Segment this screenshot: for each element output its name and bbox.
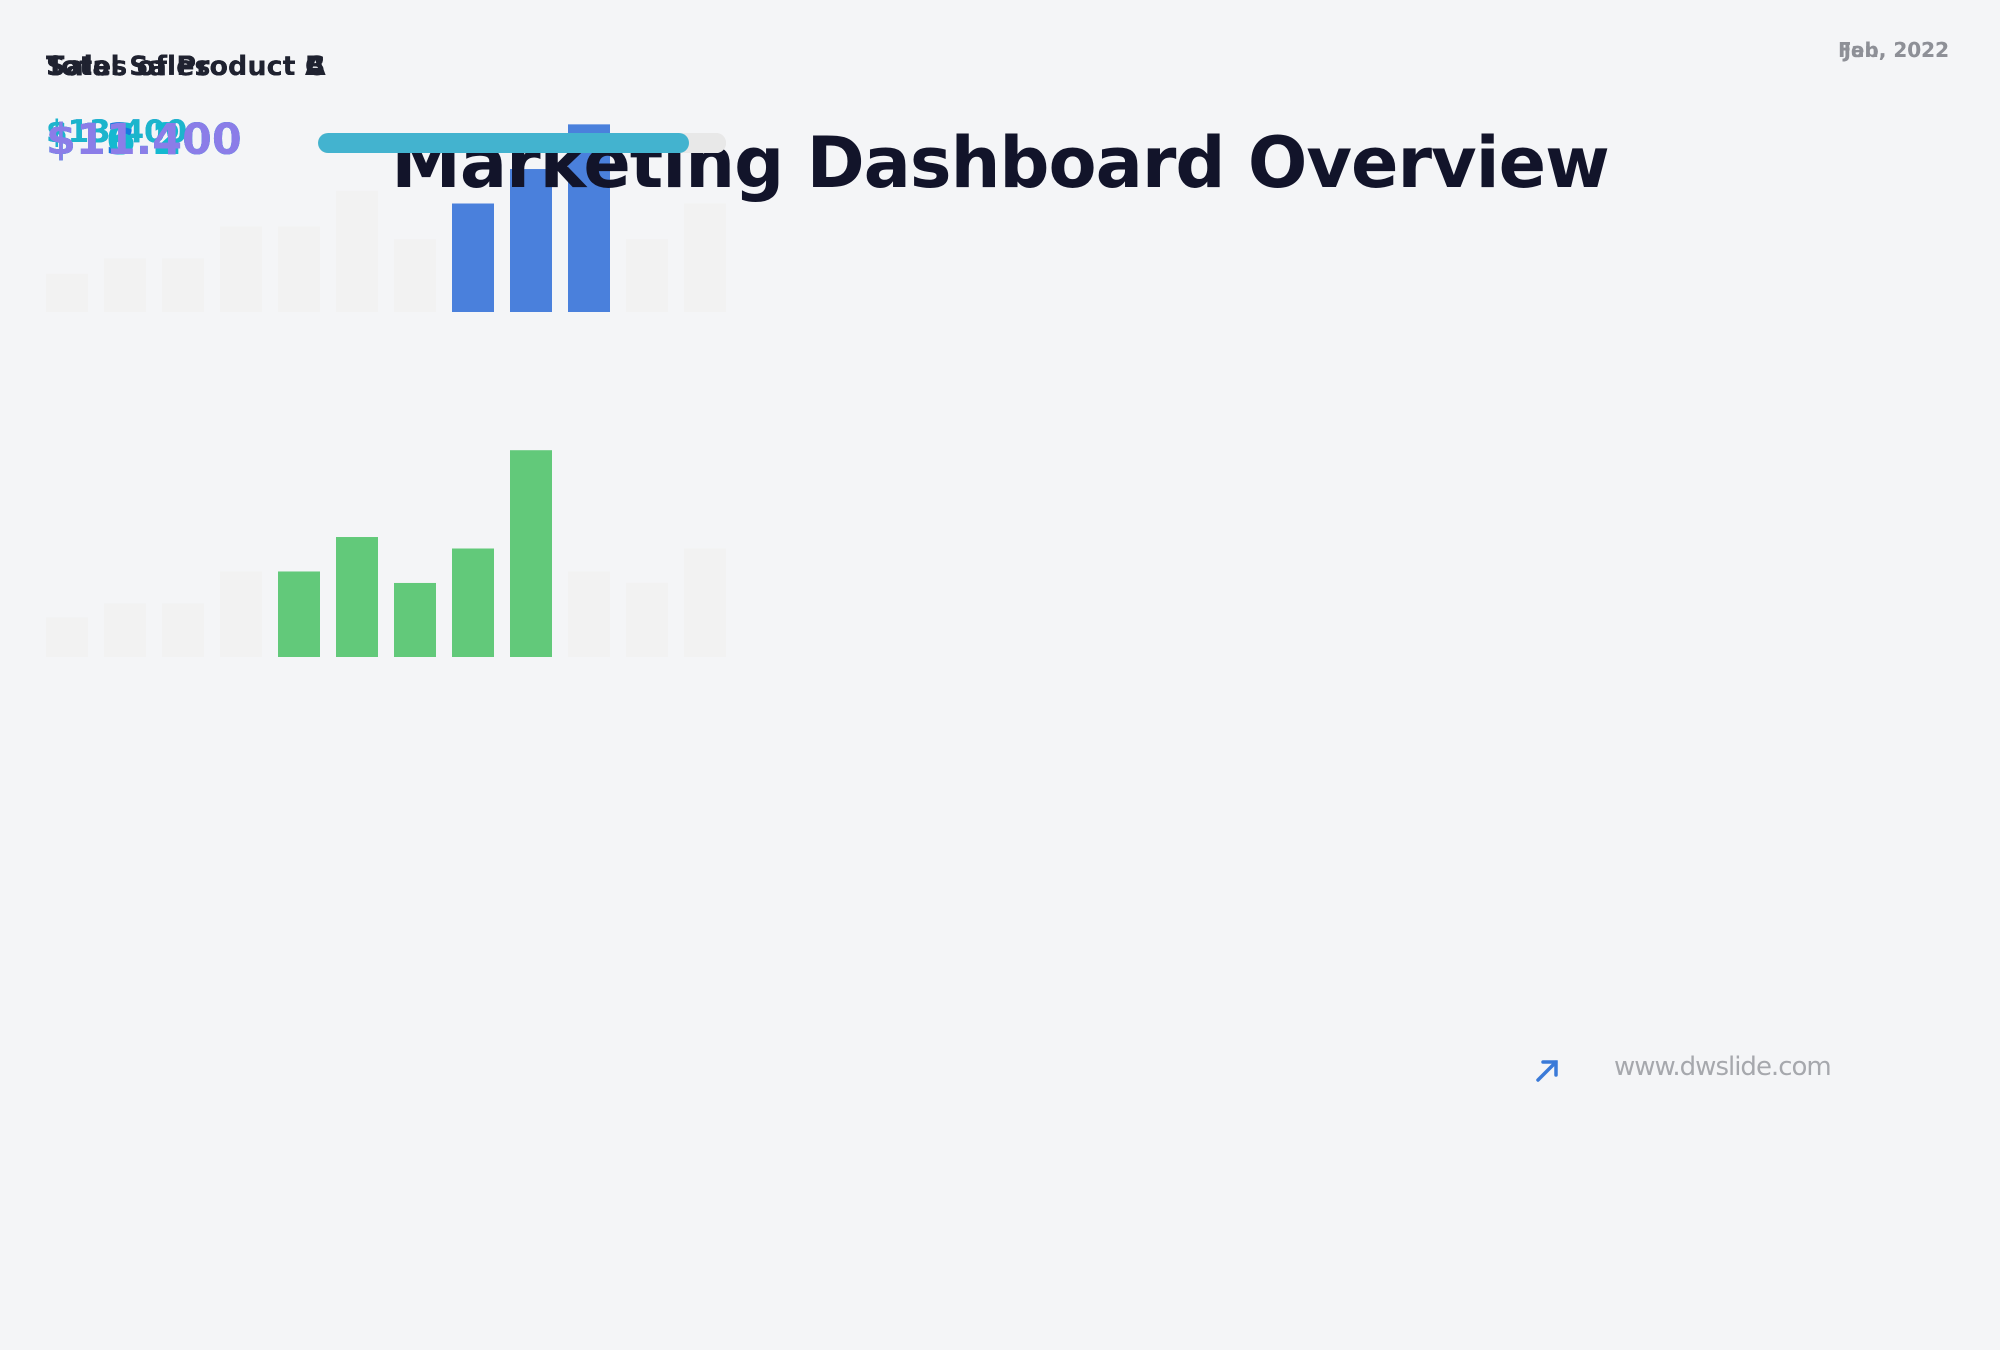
product-label: Sales of Product B: [46, 51, 326, 82]
bar: [336, 190, 378, 312]
bar: [46, 617, 88, 657]
bar: [452, 548, 494, 657]
sales-card: Total Sales Feb, 2022 $13.400: [0, 38, 1949, 690]
bar: [684, 203, 726, 312]
card-value: $13.400: [46, 114, 188, 150]
bar: [394, 239, 436, 312]
sales-card: Total Sales Jan, 2022 $13.400: [0, 0, 1949, 345]
product-card: Sales of Product C $11.400: [0, 51, 779, 1350]
product-label: Sales of Product A: [46, 51, 326, 82]
bar: [104, 258, 146, 312]
bar: [220, 571, 262, 657]
progress-track: [318, 133, 726, 153]
card-value: $13.400: [46, 114, 188, 150]
arrow-icon: [1536, 1060, 1558, 1082]
card-date: Feb, 2022: [1838, 38, 1949, 62]
bar: [336, 537, 378, 657]
bar: [568, 571, 610, 657]
product-card: Sales of Product B $16.200: [0, 51, 779, 1130]
page-title: Marketing Dashboard Overview: [391, 122, 1610, 204]
bar: [394, 582, 436, 657]
product-value: $16.200: [46, 115, 242, 165]
product-card: Sales of Product A $13.400: [0, 51, 779, 910]
footer-url: www.dwslide.com: [1614, 1052, 1832, 1082]
bar: [162, 258, 204, 312]
bar: [452, 203, 494, 312]
bar: [220, 226, 262, 312]
bar-chart: [46, 450, 726, 657]
bar: [626, 239, 668, 312]
bar: [104, 603, 146, 657]
bar: [162, 603, 204, 657]
product-value: $13.400: [46, 115, 242, 165]
card-label: Total Sales: [46, 51, 211, 82]
card-date: Jan, 2022: [1843, 38, 1949, 62]
bar: [278, 571, 320, 657]
product-label: Sales of Product C: [46, 51, 325, 82]
card-label: Total Sales: [46, 51, 211, 82]
bar: [568, 124, 610, 312]
page: Marketing Dashboard Overview Total Sales…: [46, 38, 1949, 1082]
bar-chart: [46, 124, 726, 312]
bar: [684, 548, 726, 657]
bar: [510, 169, 552, 312]
product-value: $11.400: [46, 115, 242, 165]
bar: [626, 582, 668, 657]
bar: [510, 450, 552, 657]
bar: [46, 273, 88, 312]
bar: [278, 226, 320, 312]
progress-fill: [318, 133, 690, 153]
